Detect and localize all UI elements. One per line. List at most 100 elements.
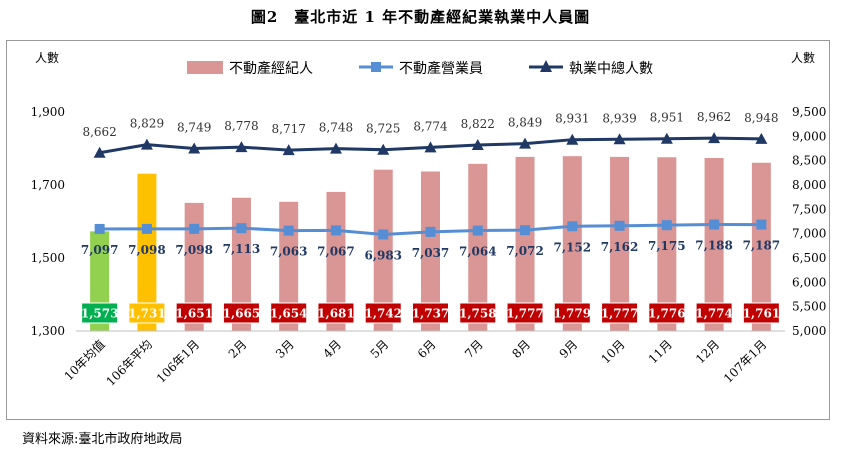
category-label: 11月 <box>646 337 675 366</box>
bar-label-box <box>648 302 686 324</box>
series-marker-triangle <box>93 146 106 158</box>
category-label: 5月 <box>368 337 392 361</box>
bar <box>184 202 204 331</box>
left-tick-label: 1,900 <box>31 105 65 119</box>
series-point-label: 7,067 <box>317 244 355 258</box>
bar-label-box <box>222 302 260 324</box>
bar-value-label: 1,774 <box>695 307 733 321</box>
series-marker-square <box>614 220 625 231</box>
series-marker-square <box>189 223 200 234</box>
series-point-label: 8,662 <box>82 125 116 139</box>
legend-label: 不動產營業員 <box>399 60 483 77</box>
series-point-label: 8,948 <box>744 111 778 125</box>
series-point-label: 7,152 <box>554 240 592 254</box>
bar-value-label: 1,681 <box>317 307 355 321</box>
right-tick-label: 6,500 <box>792 251 826 265</box>
bar <box>468 163 488 331</box>
bar-value-label: 1,742 <box>364 307 402 321</box>
right-tick-label: 5,000 <box>792 324 826 338</box>
bar <box>421 171 440 331</box>
series-marker-triangle <box>188 142 201 154</box>
category-label: 3月 <box>273 337 297 361</box>
series-marker-triangle <box>613 133 626 145</box>
bar-label-box <box>601 302 639 324</box>
series-point-label: 8,962 <box>697 110 731 124</box>
right-tick-label: 8,500 <box>792 154 826 168</box>
series-point-label: 8,822 <box>461 117 495 131</box>
category-label: 8月 <box>509 337 533 361</box>
series-marker-triangle <box>377 143 390 155</box>
category-label: 106年1月 <box>154 337 202 385</box>
bar-value-label: 1,758 <box>459 307 497 321</box>
series-marker-square <box>520 225 531 236</box>
legend-label: 不動產經紀人 <box>229 60 313 77</box>
legend-marker-square <box>371 62 381 72</box>
series-point-label: 7,064 <box>459 245 497 259</box>
series-marker-triangle <box>471 138 484 150</box>
left-axis-title: 人數 <box>35 51 59 65</box>
series-marker-square <box>236 223 247 234</box>
series-marker-triangle <box>329 142 342 154</box>
legend-item: 執業中總人數 <box>529 60 653 77</box>
category-label: 10月 <box>598 337 627 366</box>
series-point-label: 8,939 <box>602 111 636 125</box>
series-marker-triangle <box>708 132 721 144</box>
bar-label-box <box>364 302 402 324</box>
category-label: 2月 <box>226 337 250 361</box>
bar <box>657 157 677 331</box>
series-point-label: 7,175 <box>648 239 686 253</box>
series-marker-square <box>378 229 389 240</box>
bar <box>515 156 535 331</box>
bar <box>704 157 724 331</box>
series-marker-square <box>756 219 767 230</box>
bar-label-box <box>128 302 166 324</box>
left-tick-label: 1,500 <box>31 251 65 265</box>
bar-value-label: 1,665 <box>223 307 261 321</box>
series-point-label: 7,097 <box>81 243 119 257</box>
bar-label-box <box>81 302 119 324</box>
bar <box>751 162 771 331</box>
series-point-label: 8,931 <box>555 112 589 126</box>
series-point-label: 6,983 <box>364 248 402 262</box>
legend-label: 執業中總人數 <box>569 60 653 77</box>
series-point-label: 7,098 <box>175 243 213 257</box>
series-marker-square <box>709 219 720 230</box>
bar-value-label: 1,761 <box>743 307 781 321</box>
series-point-label: 8,749 <box>177 121 211 135</box>
right-tick-label: 7,500 <box>792 202 826 216</box>
bar <box>373 169 393 331</box>
bar-value-label: 1,776 <box>648 307 686 321</box>
bar-label-box <box>459 302 497 324</box>
series-point-label: 7,113 <box>223 242 261 256</box>
chart-title: 圖2 臺北市近 1 年不動產經紀業執業中人員圖 <box>250 8 591 26</box>
left-tick-label: 1,300 <box>31 324 65 338</box>
series-marker-triangle <box>519 137 532 149</box>
left-tick-label: 1,700 <box>31 178 65 192</box>
series-point-label: 7,098 <box>128 243 166 257</box>
right-axis-title: 人數 <box>791 51 815 65</box>
series-point-label: 7,188 <box>695 239 733 253</box>
series-point-label: 7,063 <box>270 245 308 259</box>
series-point-label: 7,037 <box>412 246 450 260</box>
legend-marker-triangle <box>540 60 552 72</box>
right-tick-label: 8,000 <box>792 178 826 192</box>
series-point-label: 8,829 <box>130 117 164 131</box>
bar-value-label: 1,654 <box>270 307 308 321</box>
bar-label-box <box>412 302 449 324</box>
series-marker-triangle <box>660 132 673 144</box>
bar-value-label: 1,651 <box>175 307 213 321</box>
series-marker-square <box>472 225 483 236</box>
bar-label-box <box>270 302 308 324</box>
bar-label-box <box>553 302 591 324</box>
category-label: 6月 <box>415 337 439 361</box>
category-label: 107年1月 <box>721 337 769 385</box>
legend-item: 不動產經紀人 <box>187 60 313 77</box>
series-point-label: 8,774 <box>413 119 448 133</box>
bar <box>610 156 630 331</box>
category-label: 12月 <box>693 337 722 366</box>
series-marker-square <box>425 226 436 237</box>
series-marker-square <box>567 221 578 232</box>
chart-svg: 1,573 1,731 1,651 1,665 1,654 1,681 1,742 1,737… <box>31 51 827 389</box>
bar-label-box <box>695 302 733 324</box>
series-marker-triangle <box>424 141 437 153</box>
